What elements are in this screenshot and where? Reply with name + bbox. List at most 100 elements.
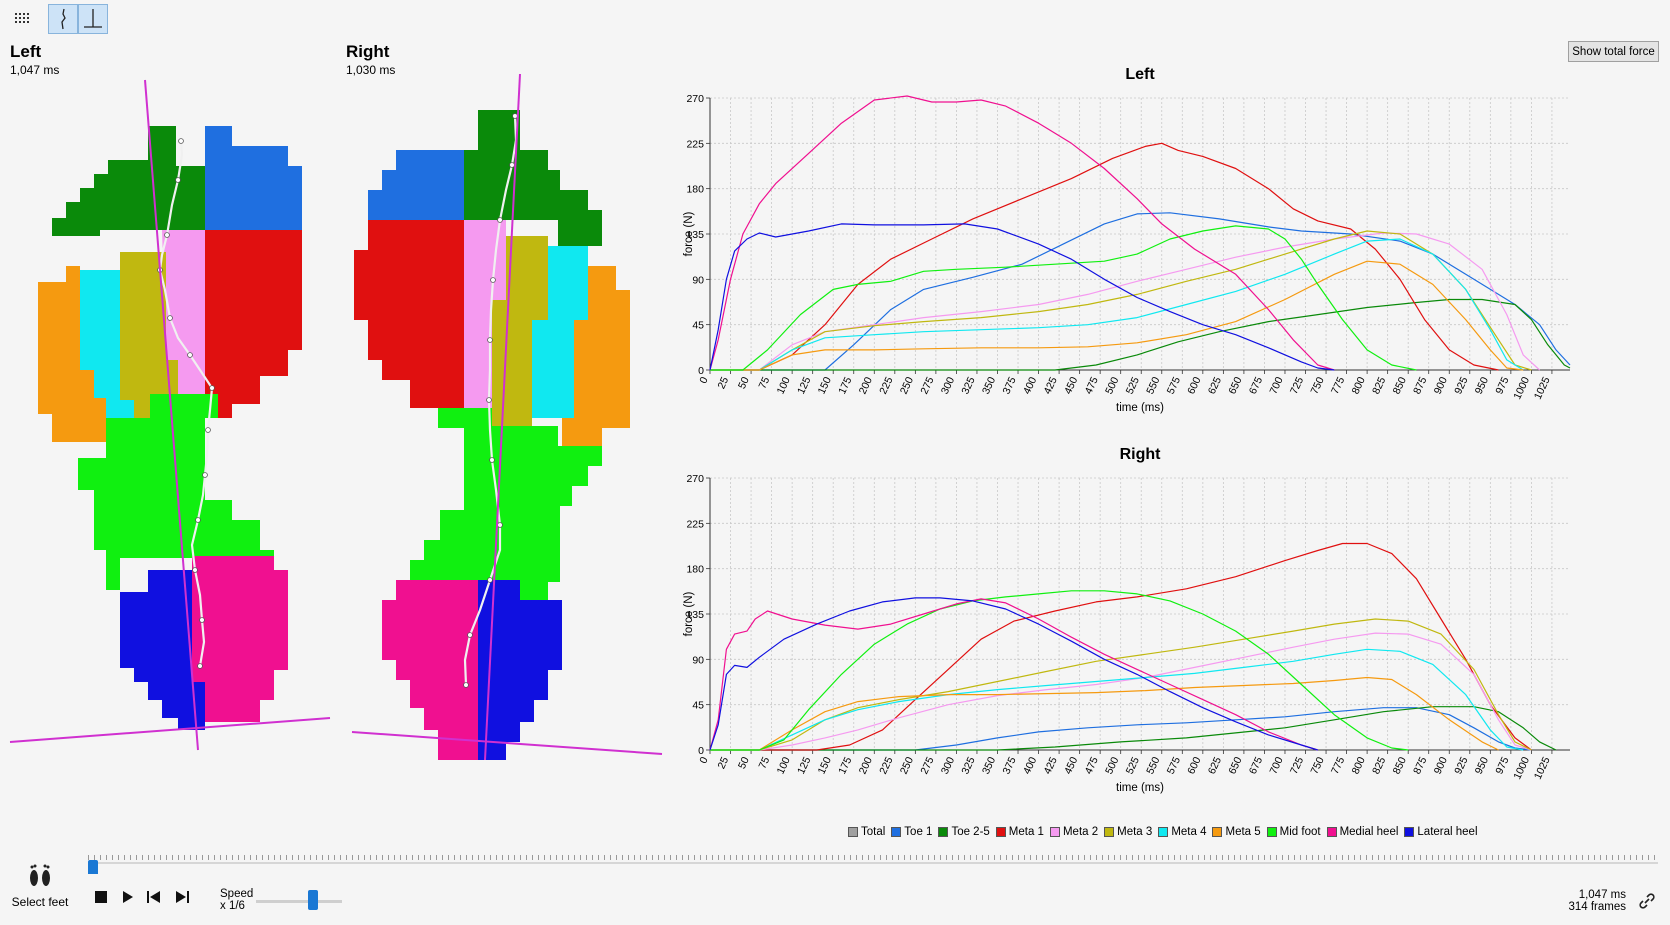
left-series-meta-4: [710, 238, 1524, 371]
right-x-tick-label: 875: [1411, 755, 1429, 776]
left-x-tick-label: 100: [775, 375, 793, 396]
legend-label: Meta 4: [1171, 826, 1207, 838]
legend-label: Meta 2: [1062, 826, 1099, 838]
left-meta-3-region: [120, 252, 178, 418]
right-y-tick-label: 180: [686, 564, 704, 576]
left-x-tick-label: 850: [1391, 375, 1409, 396]
right-x-tick-label: 725: [1288, 755, 1306, 776]
right-series-meta-1: [710, 542, 1532, 751]
right-x-tick-label: 800: [1350, 755, 1368, 776]
left-medial-heel-region: [178, 556, 288, 722]
right-x-tick-label: 700: [1267, 755, 1285, 776]
right-series-meta-3: [710, 618, 1532, 751]
left-series-medial-heel: [709, 95, 1335, 371]
toolbar: [8, 4, 108, 36]
left-x-tick-label: 700: [1267, 375, 1285, 396]
speed-slider-thumb[interactable]: [308, 890, 318, 910]
right-x-tick-label: 925: [1452, 755, 1470, 776]
right-foot-map[interactable]: [340, 70, 670, 810]
right-toe-2-5-region: [464, 110, 602, 246]
right-x-tick-label: 100: [775, 755, 793, 776]
right-series-mid-foot: [710, 590, 1409, 751]
right-y-tick-label: 45: [692, 700, 704, 712]
legend-item-meta-4[interactable]: Meta 4: [1158, 826, 1206, 838]
right-series-toe-2-5: [710, 706, 1557, 751]
right-y-tick-label: 270: [686, 473, 704, 485]
left-x-tick-label: 425: [1042, 375, 1060, 396]
left-y-tick-label: 135: [686, 229, 704, 241]
left-x-tick-label: 475: [1083, 375, 1101, 396]
legend-swatch: [1104, 827, 1115, 837]
left-x-tick-label: 350: [980, 375, 998, 396]
right-foot-axis-line: [484, 73, 521, 761]
grid-dots-icon[interactable]: [8, 4, 38, 34]
show-total-force-button[interactable]: Show total force: [1568, 41, 1659, 62]
legend-item-meta-3[interactable]: Meta 3: [1104, 826, 1152, 838]
legend-item-toe-2-5[interactable]: Toe 2-5: [938, 826, 990, 838]
speed-slider-track[interactable]: [256, 900, 342, 903]
playback-controls: [94, 890, 190, 909]
right-x-tick-label: 750: [1308, 755, 1326, 776]
right-foot-title: Right: [346, 42, 390, 61]
left-x-tick-label: 250: [898, 375, 916, 396]
right-series-meta-2: [710, 632, 1532, 751]
legend-item-meta-5[interactable]: Meta 5: [1212, 826, 1261, 838]
right-x-tick-label: 575: [1165, 755, 1183, 776]
right-meta-5-region: [562, 266, 630, 446]
skip-back-icon[interactable]: [146, 890, 162, 909]
left-x-tick-label: 0: [697, 375, 710, 386]
left-x-tick-label: 975: [1493, 375, 1511, 396]
left-meta-2-region: [162, 230, 205, 418]
legend-label: Meta 3: [1117, 826, 1153, 838]
select-feet-button[interactable]: Select feet: [10, 862, 70, 909]
left-heel-base-line: [9, 717, 331, 743]
right-toe-1-region: [368, 150, 464, 220]
timeline-slider[interactable]: [88, 855, 1658, 874]
left-foot-title: Left: [10, 42, 42, 61]
legend-item-medial-heel[interactable]: Medial heel: [1326, 826, 1398, 838]
legend-item-lateral-heel[interactable]: Lateral heel: [1404, 826, 1478, 838]
left-x-tick-label: 875: [1411, 375, 1429, 396]
left-x-tick-label: 575: [1165, 375, 1183, 396]
legend-swatch: [891, 827, 902, 837]
status-frames: 314 frames: [1568, 901, 1626, 913]
right-x-tick-label: 1025: [1532, 755, 1553, 781]
right-x-tick-label: 650: [1226, 755, 1244, 776]
legend-swatch: [1049, 827, 1060, 837]
legend-label: Mid foot: [1279, 826, 1321, 838]
legend-swatch: [1404, 827, 1415, 837]
left-x-tick-label: 925: [1452, 375, 1470, 396]
right-series-toe-1: [710, 707, 1532, 751]
timeline-thumb[interactable]: [88, 860, 98, 874]
left-x-tick-label: 900: [1432, 375, 1450, 396]
legend-item-mid-foot[interactable]: Mid foot: [1266, 826, 1321, 838]
link-icon[interactable]: [1638, 892, 1656, 915]
legend-item-meta-2[interactable]: Meta 2: [1049, 826, 1099, 838]
left-y-tick-label: 45: [692, 320, 704, 332]
legend-item-total[interactable]: Total: [848, 826, 885, 838]
skip-forward-icon[interactable]: [174, 890, 190, 909]
left-x-tick-label: 675: [1247, 375, 1265, 396]
cop-line-icon[interactable]: [48, 4, 78, 34]
right-series-meta-4: [710, 648, 1524, 751]
legend-item-toe-1[interactable]: Toe 1: [891, 826, 932, 838]
right-medial-heel-region: [382, 580, 478, 760]
left-x-tick-label: 625: [1206, 375, 1224, 396]
foot-axis-icon[interactable]: [78, 4, 108, 34]
right-x-tick-label: 300: [939, 755, 957, 776]
legend-swatch: [1326, 827, 1337, 837]
legend-item-meta-1[interactable]: Meta 1: [995, 826, 1044, 838]
left-y-axis-label: force (N): [683, 211, 695, 256]
stop-icon[interactable]: [94, 890, 108, 909]
right-x-tick-label: 50: [736, 755, 752, 771]
left-y-tick-label: 225: [686, 138, 704, 150]
left-chart-title: Left: [1125, 66, 1155, 83]
left-y-tick-label: 180: [686, 184, 704, 196]
status-time: 1,047 ms: [1578, 889, 1626, 901]
left-x-tick-label: 225: [877, 375, 895, 396]
play-icon[interactable]: [120, 890, 134, 909]
left-x-tick-label: 950: [1473, 375, 1491, 396]
left-foot-map[interactable]: [0, 70, 340, 810]
right-y-tick-label: 90: [692, 654, 704, 666]
